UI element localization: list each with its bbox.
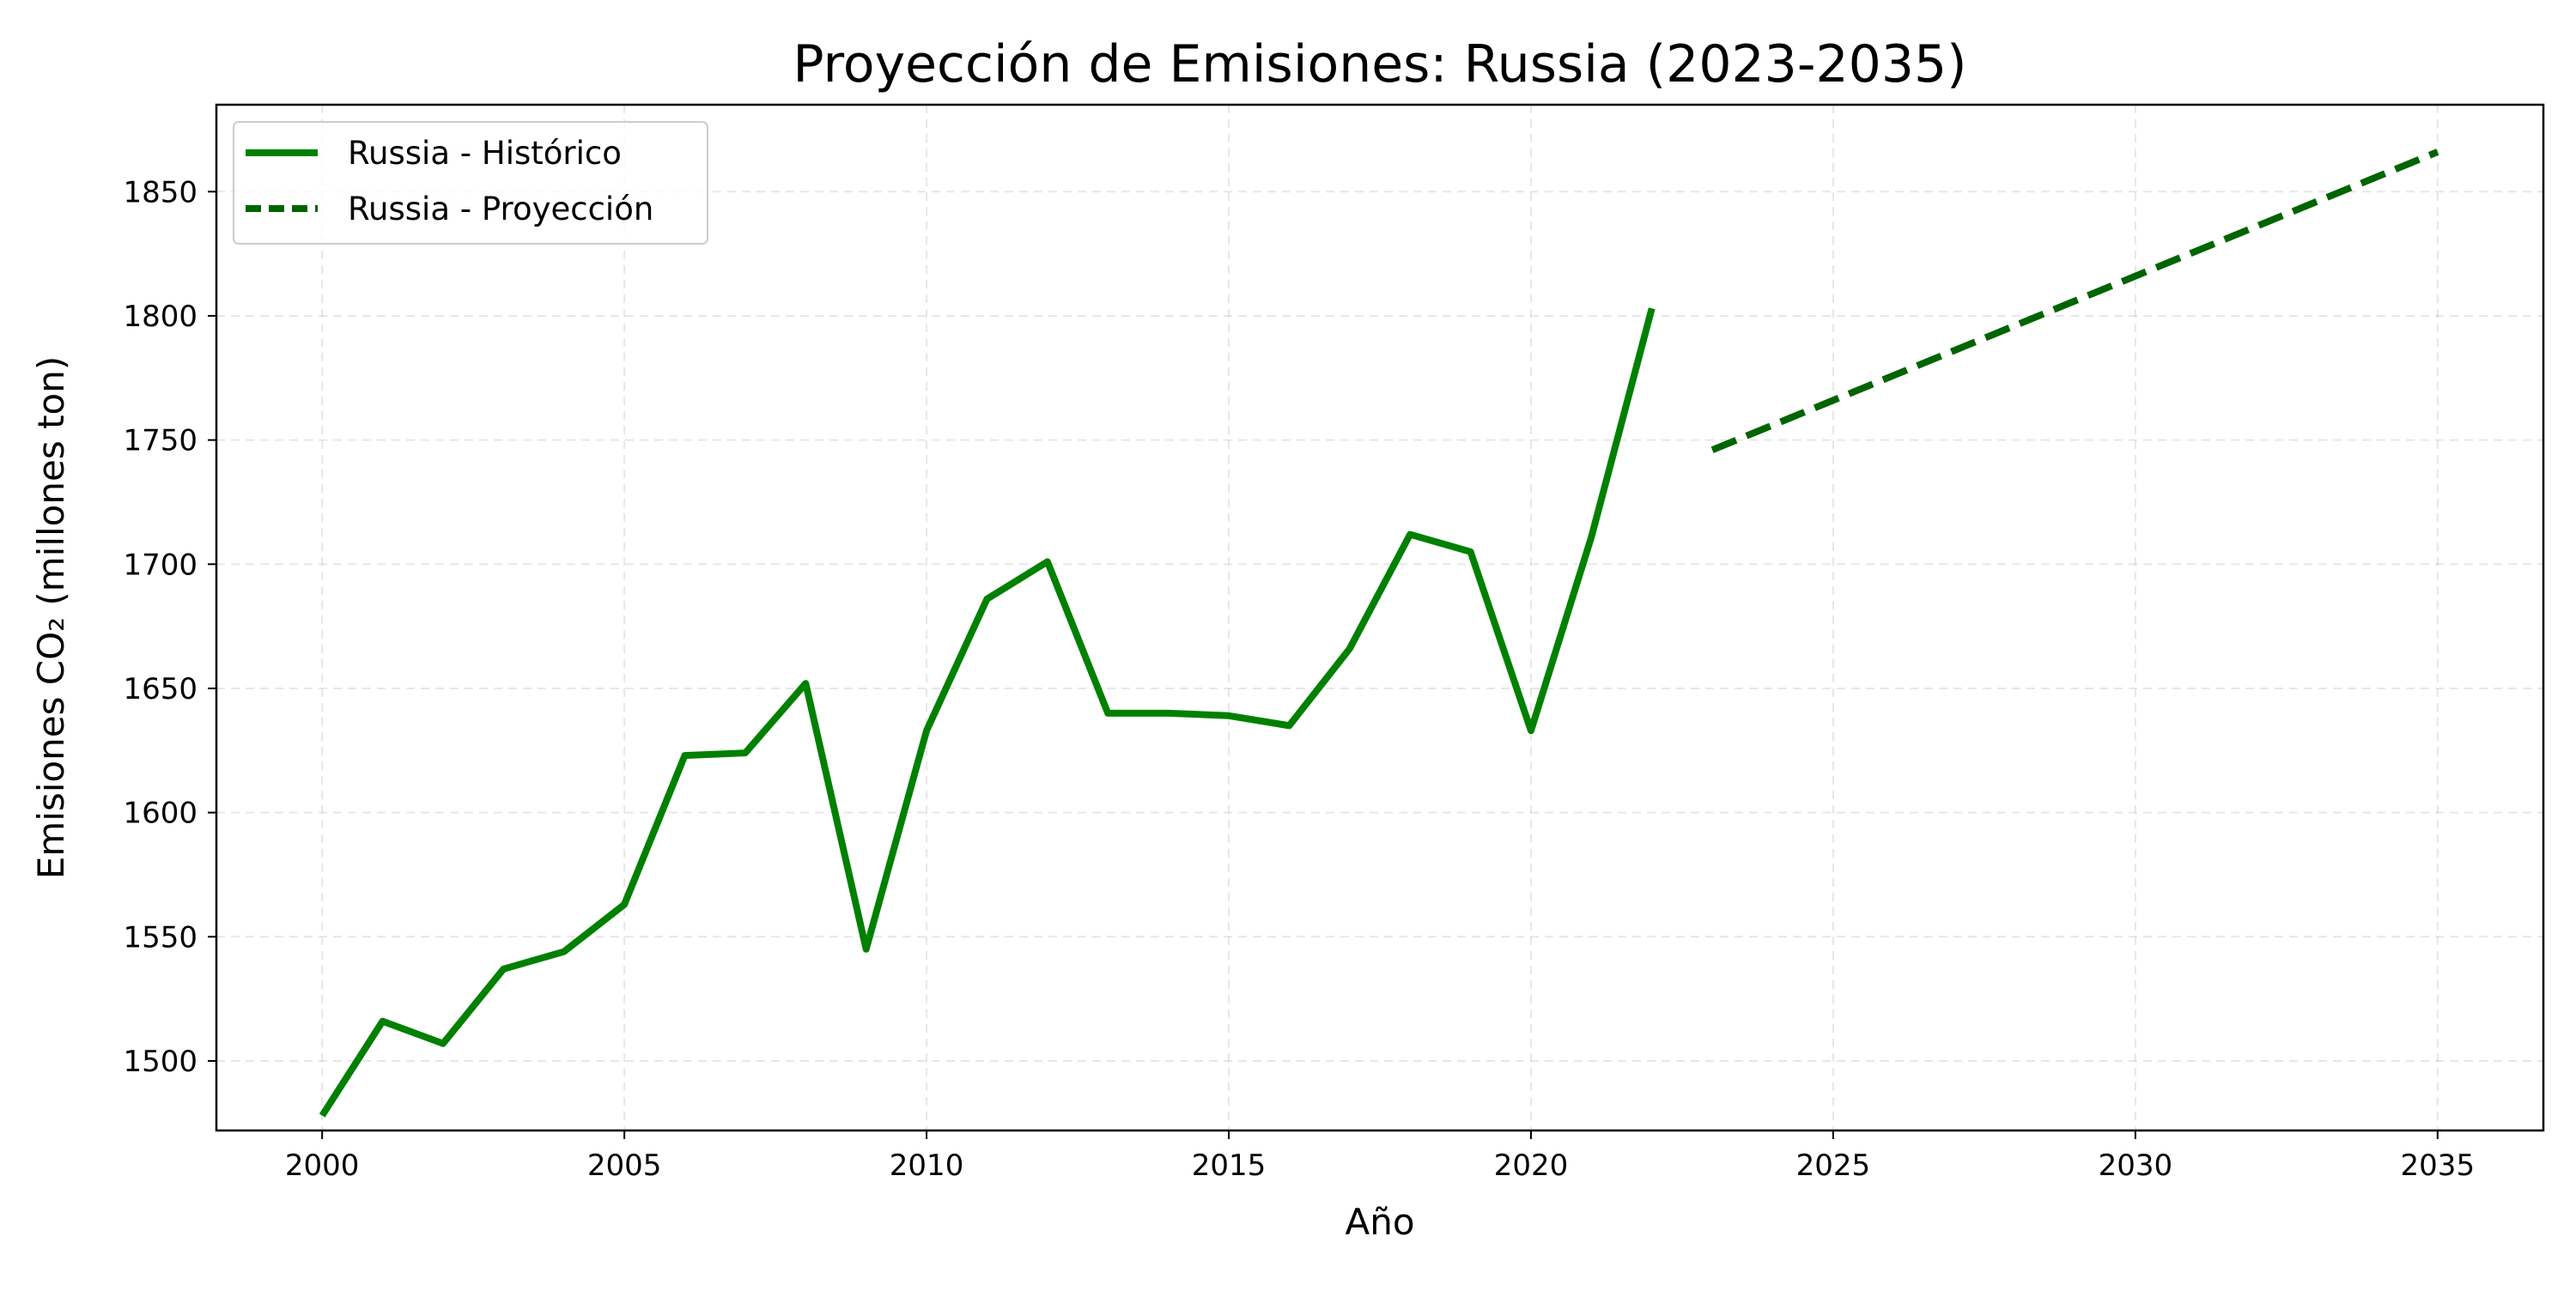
chart-title: Proyección de Emisiones: Russia (2023-20… xyxy=(793,34,1966,94)
x-tick-label: 2000 xyxy=(285,1149,360,1183)
series-line-historico xyxy=(319,307,1656,1118)
legend-label-proyeccion: Russia - Proyección xyxy=(348,191,653,227)
series-line-proyeccion xyxy=(1710,148,2439,453)
y-tick-label: 1850 xyxy=(123,175,197,209)
tick-layer: 2000 2005 2010 2015 2020 2025 2030 2035 1500 1550… xyxy=(123,175,2475,1183)
x-tick-label: 2010 xyxy=(890,1149,964,1183)
y-tick-label: 1800 xyxy=(123,300,197,334)
y-axis-label: Emisiones CO₂ (millones ton) xyxy=(30,356,72,880)
y-tick-label: 1750 xyxy=(123,424,197,458)
y-tick-label: 1650 xyxy=(123,672,197,706)
x-tick-label: 2020 xyxy=(1494,1149,1569,1183)
y-tick-label: 1700 xyxy=(123,548,197,582)
x-axis-label: Año xyxy=(1345,1201,1414,1243)
series-layer xyxy=(319,148,2439,1118)
x-tick-label: 2015 xyxy=(1192,1149,1267,1183)
plot-frame xyxy=(215,103,2545,1132)
y-tick-label: 1550 xyxy=(123,920,197,955)
x-tick-label: 2035 xyxy=(2401,1149,2476,1183)
x-tick-label: 2005 xyxy=(587,1149,662,1183)
legend: Russia - Histórico Russia - Proyección xyxy=(233,121,708,245)
legend-label-historico: Russia - Histórico xyxy=(348,135,622,172)
x-tick-label: 2030 xyxy=(2099,1149,2173,1183)
legend-box xyxy=(233,121,708,245)
y-tick-label: 1600 xyxy=(123,797,197,831)
x-tick-label: 2025 xyxy=(1796,1149,1871,1183)
y-tick-label: 1500 xyxy=(123,1045,197,1079)
